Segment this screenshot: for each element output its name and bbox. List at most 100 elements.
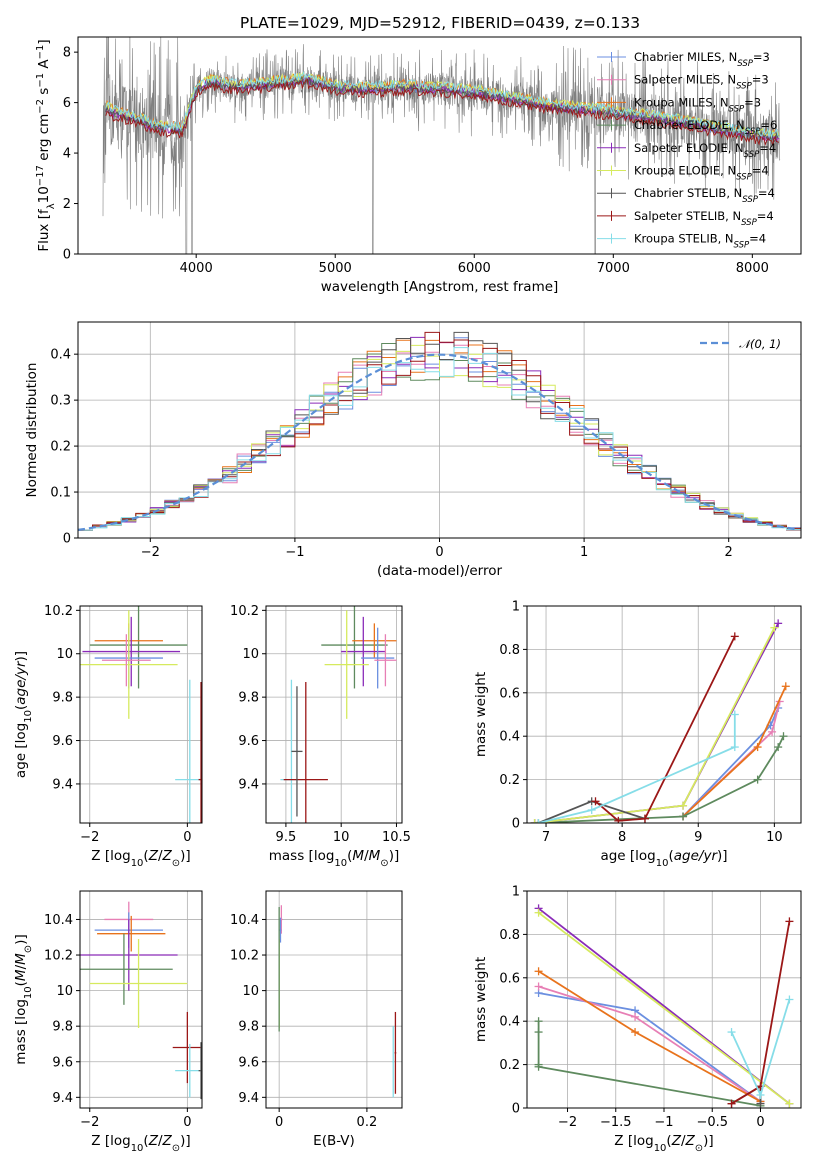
x-tick-label: 9.5 bbox=[276, 830, 297, 845]
label-part: Flux [f bbox=[36, 208, 52, 252]
label-part: erg cm bbox=[36, 114, 52, 165]
y-tick-label: 0.8 bbox=[499, 643, 520, 658]
legend-entry: Chabrier MILES, NSSP=3 bbox=[634, 50, 770, 69]
label-part: 10 bbox=[23, 986, 34, 999]
label-part: mass weight bbox=[473, 957, 489, 1042]
plot-area bbox=[78, 331, 801, 538]
legend-text: Salpeter STELIB, N bbox=[634, 209, 741, 223]
y-tick-label: 10.2 bbox=[44, 604, 73, 619]
label-part: wavelength [Angstrom, rest frame] bbox=[321, 279, 559, 295]
legend-sub: SSP bbox=[736, 173, 752, 183]
x-tick-label: 7000 bbox=[597, 261, 630, 276]
y-tick-label: 0 bbox=[63, 248, 71, 263]
y-tick-label: 0.2 bbox=[499, 1058, 520, 1073]
y-tick-label: 0 bbox=[512, 817, 520, 832]
y-tick-label: 0.4 bbox=[50, 348, 71, 363]
label-part: ( bbox=[668, 848, 673, 864]
label-part: Z bbox=[685, 1133, 696, 1149]
label-part: / bbox=[158, 848, 163, 864]
y-tick-label: 0.6 bbox=[499, 686, 520, 701]
y-tick-label: 0.4 bbox=[499, 1015, 520, 1030]
label-part: )] bbox=[13, 651, 29, 662]
panel-mass-vs-ebv: 0 0.2 9.4 9.6 9.8 10 10.2 10.4 E(B-V) bbox=[230, 890, 403, 1149]
x-tick-label: 7 bbox=[542, 830, 550, 845]
legend-text: Kroupa STELIB, N bbox=[634, 232, 734, 246]
x-axis-label: mass [log10(M/M⊙)] bbox=[269, 848, 399, 869]
y-tick-label: 9.6 bbox=[52, 734, 73, 749]
histogram-kroupa-stelib bbox=[78, 347, 801, 538]
x-tick-label: −1 bbox=[654, 1115, 673, 1130]
label-part: Z bbox=[162, 1133, 173, 1149]
label-part: ( bbox=[347, 848, 352, 864]
label-part: E(B-V) bbox=[313, 1133, 355, 1149]
x-tick-label: 2 bbox=[725, 545, 733, 560]
legend-sub: SSP bbox=[744, 150, 760, 160]
weight-line bbox=[538, 911, 790, 1105]
weight-line bbox=[534, 627, 776, 823]
label-part: (data-model)/error bbox=[377, 563, 503, 579]
label-part: 10 bbox=[654, 1143, 667, 1154]
legend-sub: SSP bbox=[736, 82, 752, 92]
label-part: Z [ bbox=[91, 1133, 110, 1149]
label-part: )] bbox=[717, 848, 728, 864]
x-tick-label: 10.5 bbox=[382, 830, 411, 845]
plot-area bbox=[278, 905, 397, 1098]
panel-mass-weight-vs-Z: −2 −1.5 −1 −0.5 000.20.40.60.81Z [log10(Z/Z⊙… bbox=[473, 885, 802, 1154]
y-axis-label: mass weight bbox=[473, 672, 489, 757]
x-tick-label: 4000 bbox=[180, 261, 213, 276]
y-tick-label: 0.2 bbox=[50, 440, 71, 455]
normal-curve bbox=[78, 353, 799, 531]
legend-sub: SSP bbox=[734, 241, 750, 251]
label-part: age [ bbox=[13, 743, 29, 778]
label-part: )] bbox=[703, 1133, 714, 1149]
legend-text: Chabrier STELIB, N bbox=[634, 186, 742, 200]
legend-value: =3 bbox=[744, 95, 761, 109]
y-tick-label: 8 bbox=[63, 46, 71, 61]
x-tick-label: 1 bbox=[580, 545, 588, 560]
x-axis-label: Z [log10(Z/Z⊙)] bbox=[91, 1133, 190, 1154]
histogram-chabrier-stelib bbox=[78, 331, 801, 538]
label-part: Z bbox=[148, 1133, 159, 1149]
label-part: ( bbox=[143, 848, 148, 864]
y-tick-label: 2 bbox=[63, 197, 71, 212]
legend-entry: Kroupa STELIB, NSSP=4 bbox=[634, 232, 766, 251]
label-part: ( bbox=[666, 1133, 671, 1149]
label-part: s bbox=[36, 88, 52, 99]
x-axis-label: wavelength [Angstrom, rest frame] bbox=[321, 279, 559, 295]
x-axis-label: Z [log10(Z/Z⊙)] bbox=[614, 1133, 713, 1154]
label-part: log bbox=[110, 848, 131, 864]
legend-value: =6 bbox=[760, 118, 777, 132]
weight-line bbox=[682, 701, 781, 818]
legend-entry: Chabrier STELIB, NSSP=4 bbox=[634, 186, 775, 205]
model-spectrum-kroupa-elodie bbox=[105, 72, 780, 139]
y-tick-label: 10 bbox=[56, 647, 73, 662]
label-part: mass [ bbox=[269, 848, 314, 864]
label-part: log bbox=[635, 848, 656, 864]
x-tick-label: −2 bbox=[80, 1115, 99, 1130]
y-tick-label: 9.4 bbox=[238, 1091, 259, 1106]
label-part: 10 bbox=[334, 858, 347, 869]
y-axis-label: age [log10(age/yr)] bbox=[13, 651, 34, 778]
label-part: ⊙ bbox=[23, 945, 34, 953]
x-axis-label: (data-model)/error bbox=[377, 563, 503, 579]
label-part: 10 bbox=[131, 858, 144, 869]
axes-frame bbox=[265, 890, 403, 1109]
label-part: 10 bbox=[36, 186, 52, 203]
legend-text: Kroupa MILES, N bbox=[634, 95, 729, 109]
label-part: age [ bbox=[600, 848, 635, 864]
y-tick-label: 10.4 bbox=[44, 913, 73, 928]
y-tick-label: 0.2 bbox=[499, 773, 520, 788]
label-part: M bbox=[352, 848, 364, 864]
y-tick-label: 9.8 bbox=[238, 691, 259, 706]
panel-spectrum: 4000 5000 6000 7000 8000 0 2 4 6 8 Chabrier MILES,… bbox=[35, 36, 802, 295]
label-part: mass [ bbox=[13, 1020, 29, 1065]
label-part: 10 bbox=[23, 710, 34, 723]
plot-area bbox=[80, 901, 202, 1100]
y-tick-label: 4 bbox=[63, 147, 71, 162]
label-part: −1 bbox=[35, 73, 46, 88]
label-part: / bbox=[13, 964, 29, 969]
label-part: log bbox=[13, 723, 29, 744]
